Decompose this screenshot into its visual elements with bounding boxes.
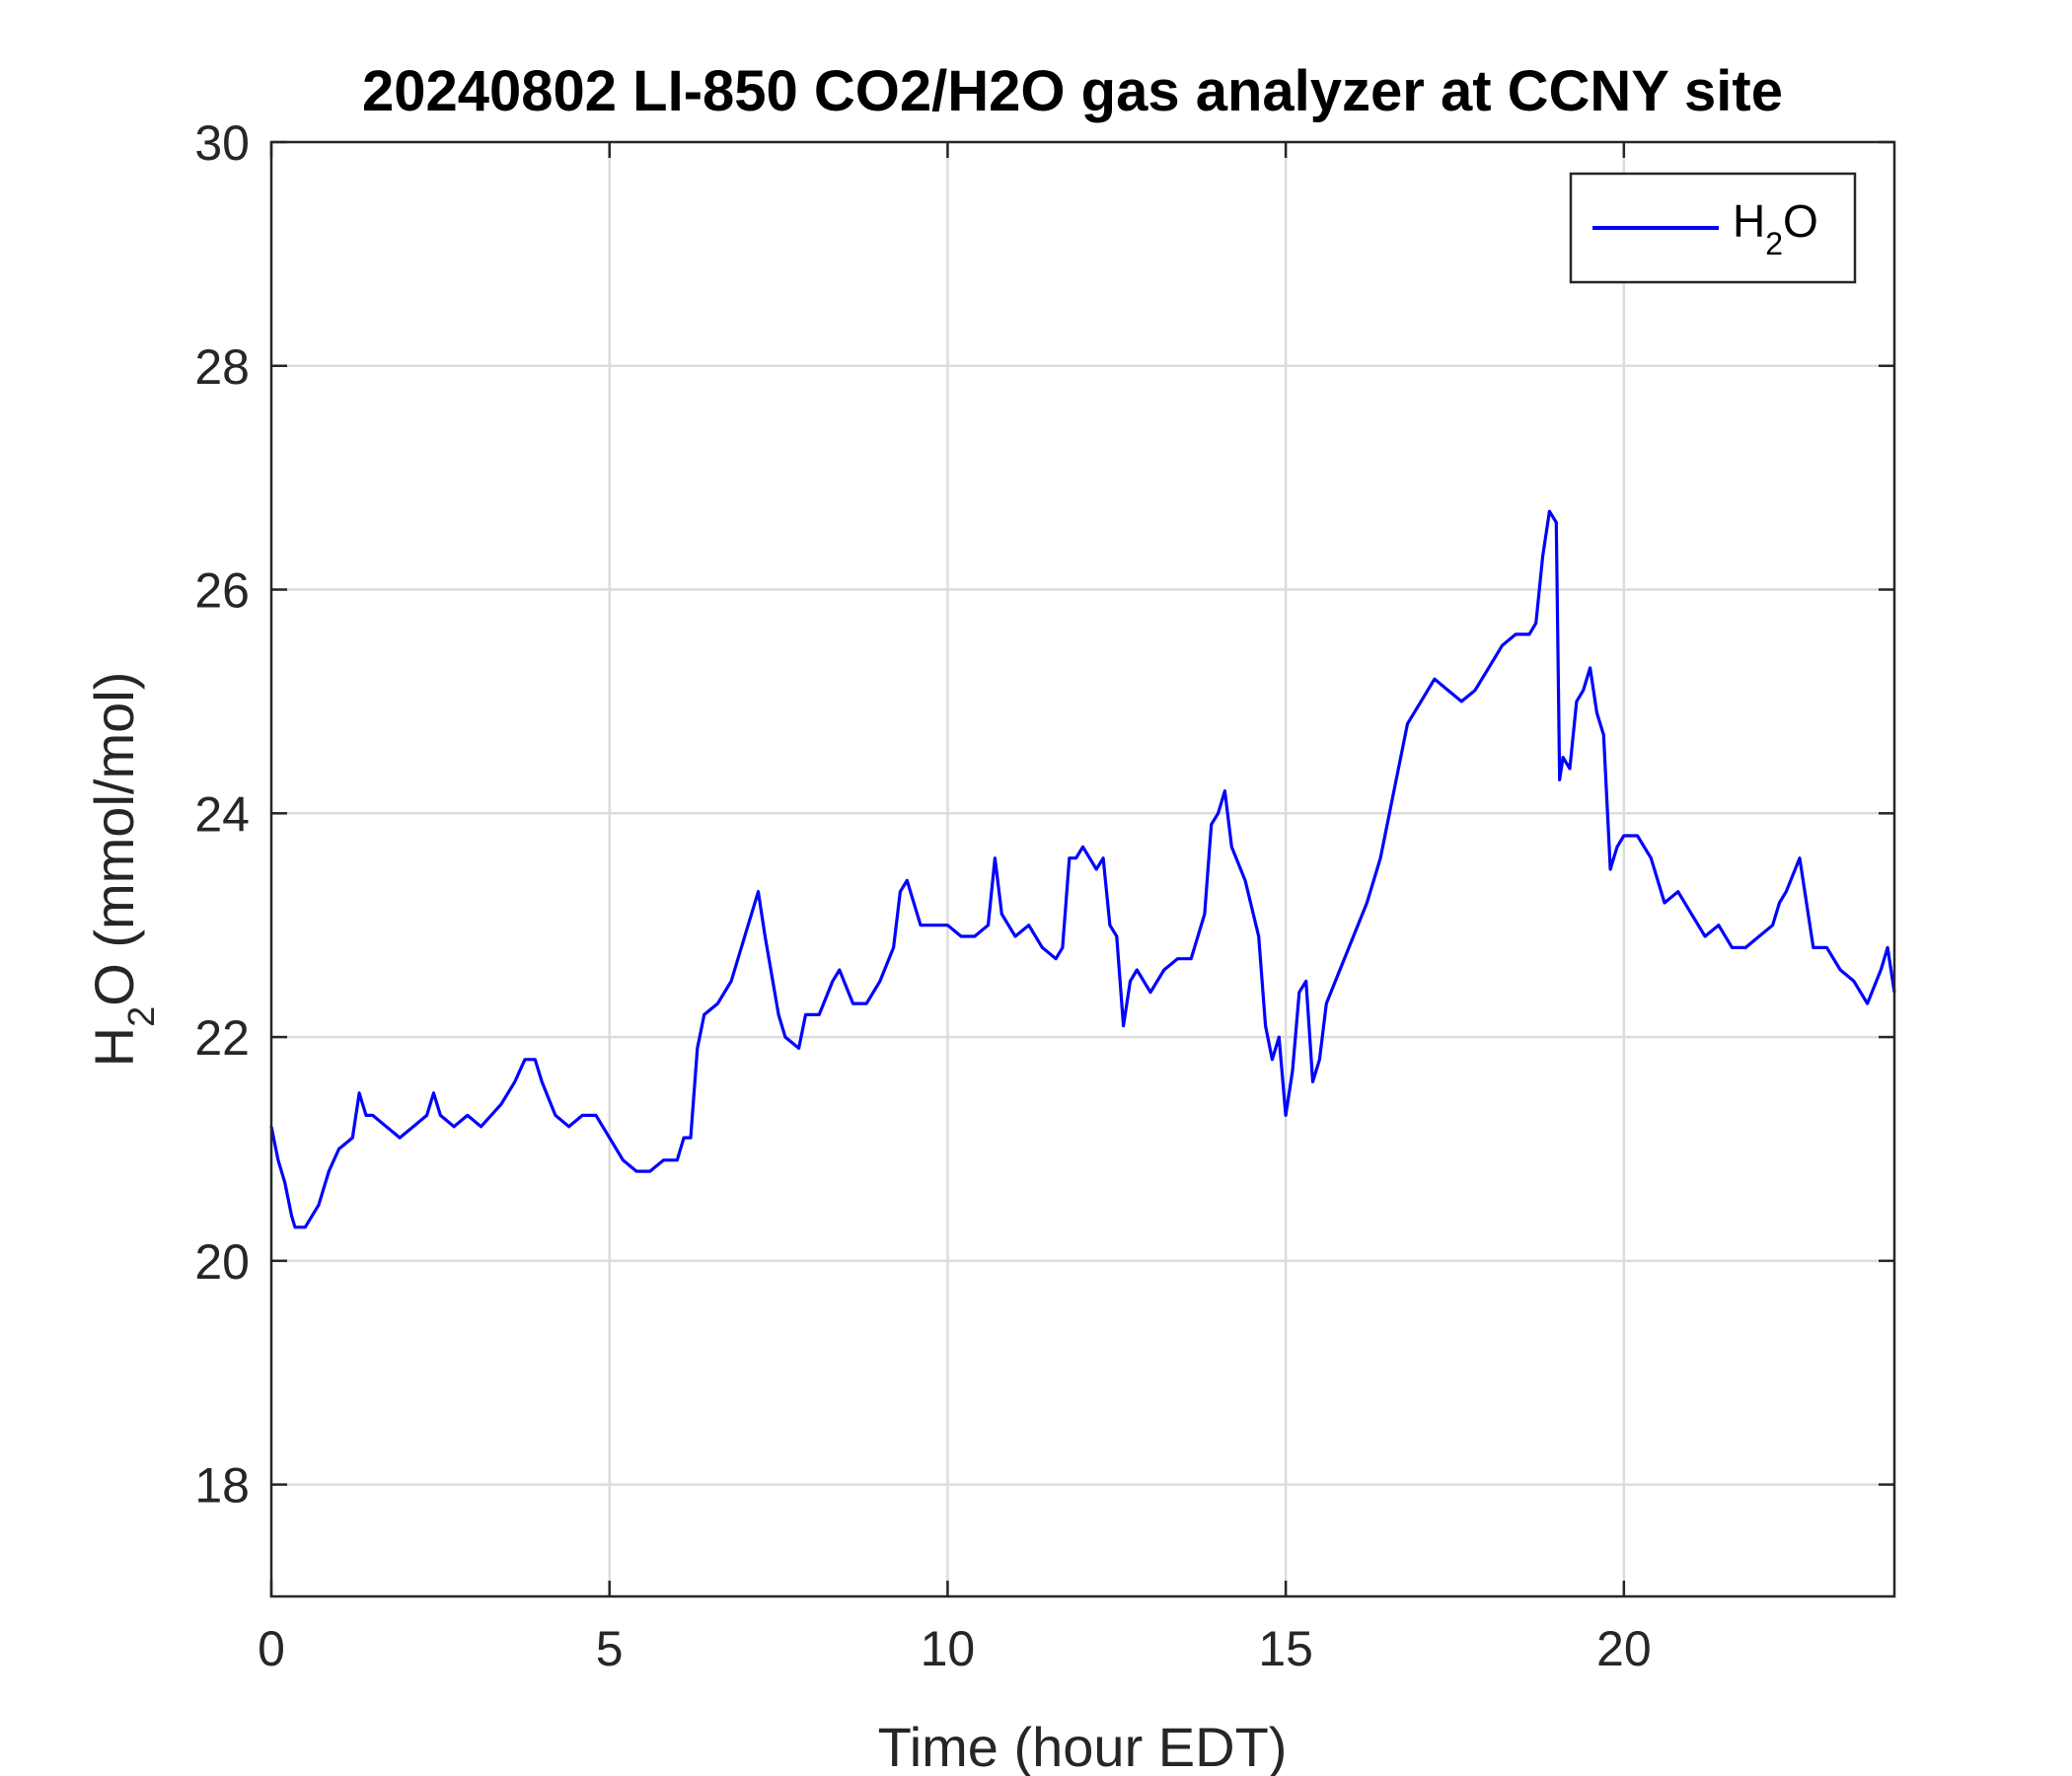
y-axis-label-rest: O (mmol/mol) bbox=[83, 672, 145, 1006]
x-tick-label: 5 bbox=[596, 1621, 624, 1676]
legend: H2O bbox=[1569, 172, 1857, 284]
x-tick-label: 0 bbox=[258, 1621, 285, 1676]
series-layer bbox=[269, 509, 1896, 1229]
legend-entry-main: H bbox=[1733, 195, 1765, 247]
x-axis-label: Time (hour EDT) bbox=[878, 1716, 1288, 1776]
chart-title: 20240802 LI-850 CO2/H2O gas analyzer at … bbox=[362, 59, 1783, 123]
y-axis-label: H2O (mmol/mol) bbox=[83, 672, 163, 1068]
y-tick-labels: 18 20 22 24 26 28 30 bbox=[194, 115, 250, 1514]
y-axis-label-main: H bbox=[83, 1027, 145, 1067]
legend-entry-label: H2O bbox=[1733, 195, 1818, 261]
ticks bbox=[269, 140, 1894, 1596]
x-tick-label: 20 bbox=[1596, 1621, 1652, 1676]
legend-entry-sub: 2 bbox=[1765, 226, 1783, 261]
y-tick-label: 18 bbox=[194, 1458, 250, 1514]
y-tick-label: 24 bbox=[194, 786, 250, 842]
y-tick-label: 28 bbox=[194, 339, 250, 395]
y-tick-label: 22 bbox=[194, 1010, 250, 1066]
x-tick-label: 10 bbox=[921, 1621, 976, 1676]
series-line-h2o bbox=[269, 509, 1896, 1229]
x-tick-label: 15 bbox=[1258, 1621, 1313, 1676]
legend-entry-rest: O bbox=[1783, 195, 1818, 247]
plot-frame bbox=[269, 140, 1896, 1598]
y-tick-label: 20 bbox=[194, 1234, 250, 1290]
x-tick-labels: 0 5 10 15 20 bbox=[258, 1621, 1652, 1676]
y-tick-label: 30 bbox=[194, 115, 250, 171]
y-tick-label: 26 bbox=[194, 563, 250, 619]
grid bbox=[271, 142, 1894, 1596]
y-axis-label-sub: 2 bbox=[121, 1006, 163, 1027]
